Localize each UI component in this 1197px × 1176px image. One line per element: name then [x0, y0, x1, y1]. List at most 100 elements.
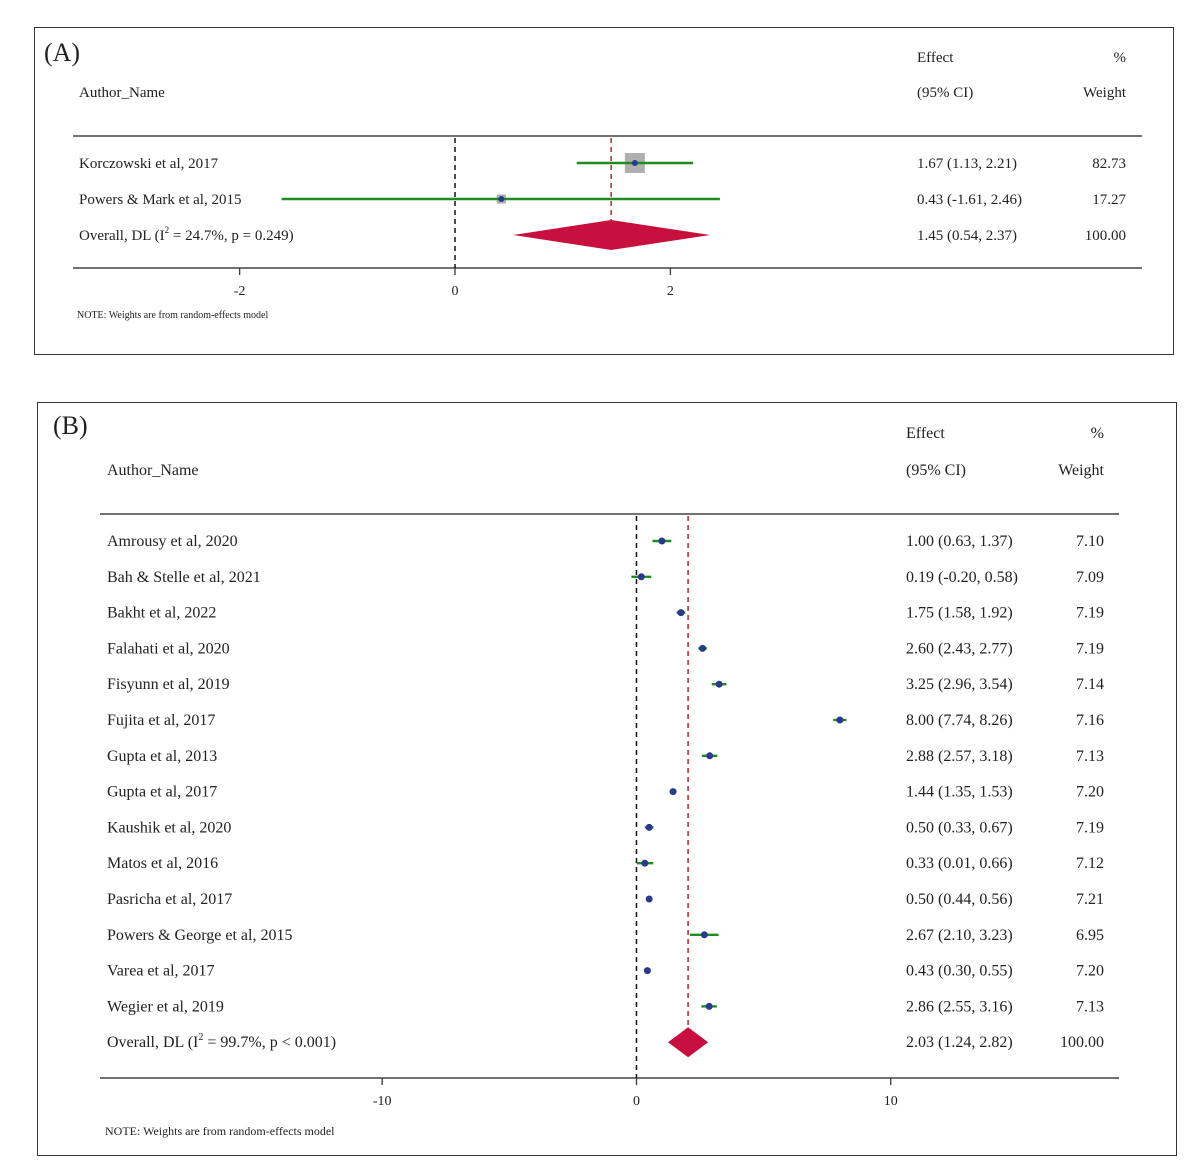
point-estimate [677, 609, 685, 617]
forest-plot-panel-a: (A) Author_Name Effect (95% CI)% Weight -2 0 2… [34, 27, 1174, 355]
weight-value: 7.20 [1076, 784, 1104, 801]
x-tick-label: 10 [884, 1094, 898, 1109]
point-estimate [669, 788, 677, 796]
study-name: Matos et al, 2016 [107, 855, 218, 872]
overall-effect-ci-value: 1.45 (0.54, 2.37) [917, 228, 1017, 244]
point-estimate [645, 823, 653, 831]
overall-label-part: = 99.7%, p < 0.001) [203, 1034, 336, 1051]
overall-label: Overall, DL (I2 = 99.7%, p < 0.001) [107, 1032, 336, 1051]
x-tick-label: -10 [373, 1094, 392, 1109]
weight-value: 17.27 [1092, 192, 1126, 208]
weight-header: Weight [1058, 462, 1104, 479]
study-name: Gupta et al, 2013 [107, 748, 217, 765]
study-name: Fujita et al, 2017 [107, 712, 215, 729]
panel-label: (A) [44, 38, 81, 67]
forest-plot-panel-b: (B) Author_Name Effect (95% CI)% Weight -10 0… [37, 402, 1177, 1156]
author-name-header: Author_Name [79, 85, 165, 101]
overall-diamond [513, 220, 711, 250]
weight-header: Weight [1083, 85, 1127, 101]
forest-plot-b-svg: Author_Name Effect (95% CI)% Weight -10 0 10 Am… [100, 425, 1119, 1138]
weight-value: 6.95 [1076, 927, 1104, 944]
overall-diamond [667, 1027, 709, 1058]
effect-ci-value: 0.43 (-1.61, 2.46) [917, 192, 1022, 208]
point-estimate [498, 196, 505, 202]
effect-ci-value: 2.67 (2.10, 3.23) [906, 927, 1013, 944]
point-estimate [706, 752, 714, 760]
x-tick-label: -2 [234, 284, 246, 299]
study-name: Bakht et al, 2022 [107, 605, 216, 622]
overall-label-part: 2 [165, 225, 170, 235]
weight-value: 7.09 [1076, 569, 1104, 586]
weight-value: 7.20 [1076, 963, 1104, 980]
effect-ci-value: 8.00 (7.74, 8.26) [906, 712, 1013, 729]
overall-weight-value: 100.00 [1060, 1034, 1104, 1051]
effect-ci-value: 0.33 (0.01, 0.66) [906, 855, 1013, 872]
effect-ci-value: 0.43 (0.30, 0.55) [906, 963, 1013, 980]
weight-value: 7.14 [1076, 676, 1104, 693]
overall-label-part: Overall, DL (I [107, 1034, 198, 1051]
study-name: Kaushik et al, 2020 [107, 819, 231, 836]
point-estimate [699, 644, 707, 652]
point-estimate [700, 931, 708, 939]
study-name: Powers & Mark et al, 2015 [79, 192, 241, 208]
weight-value: 7.21 [1076, 891, 1104, 908]
effect-ci-value: 2.60 (2.43, 2.77) [906, 640, 1013, 657]
study-name: Bah & Stelle et al, 2021 [107, 569, 261, 586]
point-estimate [658, 537, 666, 545]
effect-ci-header: (95% CI) [906, 462, 966, 479]
study-name: Korczowski et al, 2017 [79, 156, 219, 172]
effect-ci-value: 1.67 (1.13, 2.21) [917, 156, 1017, 172]
point-estimate [637, 573, 645, 581]
effect-ci-value: 3.25 (2.96, 3.54) [906, 676, 1013, 693]
effect-ci-value: 0.50 (0.44, 0.56) [906, 891, 1013, 908]
overall-label-part: 2 [198, 1032, 203, 1043]
weight-value: 82.73 [1092, 156, 1126, 172]
overall-label-part: = 24.7%, p = 0.249) [169, 228, 293, 244]
weight-value: 7.10 [1076, 533, 1104, 550]
effect-ci-value: 0.50 (0.33, 0.67) [906, 819, 1013, 836]
effect-ci-value: 2.86 (2.55, 3.16) [906, 998, 1013, 1015]
effect-ci-value: 1.44 (1.35, 1.53) [906, 784, 1013, 801]
panel-label: (B) [53, 411, 88, 440]
point-estimate [643, 967, 651, 975]
point-estimate [715, 680, 723, 688]
study-name: Gupta et al, 2017 [107, 784, 217, 801]
x-tick-label: 0 [452, 284, 459, 299]
weight-value: 7.13 [1076, 748, 1104, 765]
weight-value: 7.19 [1076, 640, 1104, 657]
effect-ci-value: 2.88 (2.57, 3.18) [906, 748, 1013, 765]
point-estimate [631, 160, 638, 166]
overall-label: Overall, DL (I2 = 24.7%, p = 0.249) [79, 225, 294, 244]
study-name: Pasricha et al, 2017 [107, 891, 232, 908]
point-estimate [645, 895, 653, 903]
author-name-header: Author_Name [107, 462, 199, 479]
overall-effect-ci-value: 2.03 (1.24, 2.82) [906, 1034, 1013, 1051]
overall-label-part: Overall, DL (I [79, 228, 165, 244]
weight-value: 7.19 [1076, 819, 1104, 836]
study-name: Amrousy et al, 2020 [107, 533, 238, 550]
effect-ci-header: (95% CI) [917, 85, 973, 101]
effect-header: Effect [917, 50, 954, 66]
study-name: Varea et al, 2017 [107, 963, 215, 980]
percent-header: % [1091, 425, 1104, 442]
x-tick-label: 0 [633, 1094, 640, 1109]
weights-note: NOTE: Weights are from random-effects mo… [77, 310, 268, 321]
effect-ci-value: 1.75 (1.58, 1.92) [906, 605, 1013, 622]
effect-ci-value: 0.19 (-0.20, 0.58) [906, 569, 1018, 586]
point-estimate [705, 1002, 713, 1010]
point-estimate [836, 716, 844, 724]
effect-ci-value: 1.00 (0.63, 1.37) [906, 533, 1013, 550]
effect-header: Effect [906, 425, 945, 442]
percent-header: % [1114, 50, 1127, 66]
study-name: Fisyunn et al, 2019 [107, 676, 230, 693]
weight-value: 7.13 [1076, 998, 1104, 1015]
weight-value: 7.16 [1076, 712, 1104, 729]
study-name: Wegier et al, 2019 [107, 998, 224, 1015]
study-name: Powers & George et al, 2015 [107, 927, 292, 944]
weight-value: 7.19 [1076, 605, 1104, 622]
weights-note: NOTE: Weights are from random-effects mo… [105, 1124, 335, 1138]
x-tick-label: 2 [667, 284, 674, 299]
weight-value: 7.12 [1076, 855, 1104, 872]
forest-plot-a-svg: Author_Name Effect (95% CI)% Weight -2 0 2 Korc… [73, 50, 1142, 321]
point-estimate [641, 859, 649, 867]
